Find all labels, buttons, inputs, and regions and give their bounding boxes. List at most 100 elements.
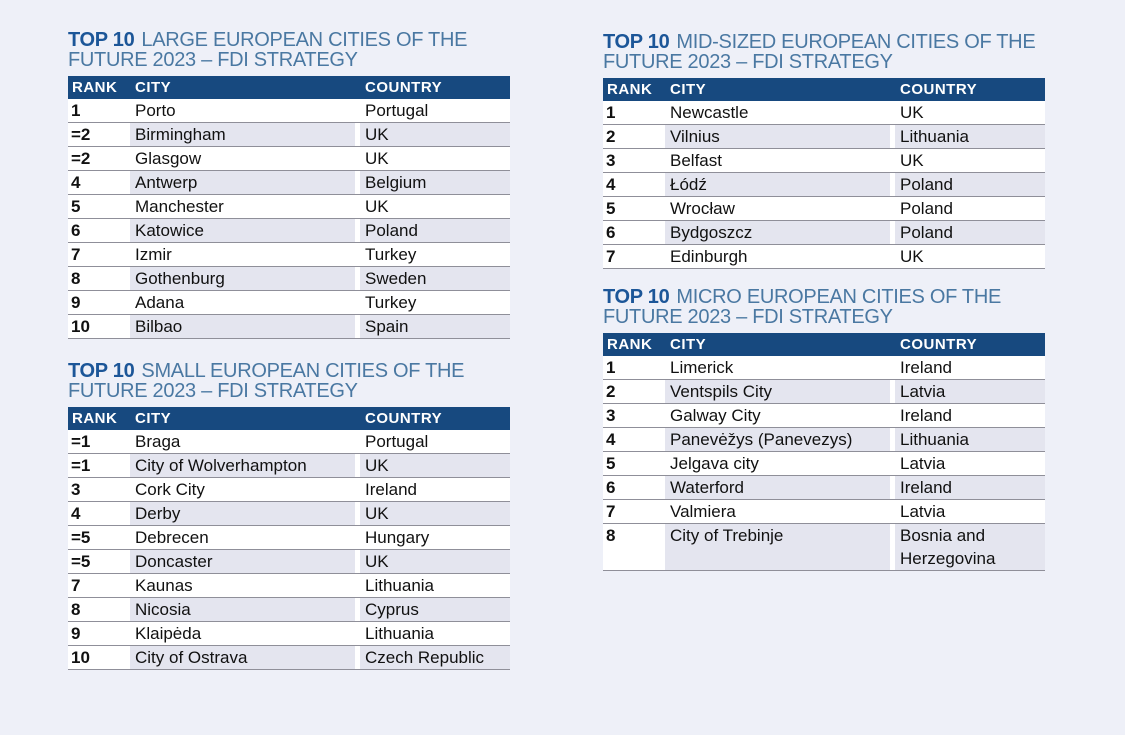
table-row: 1 Porto Portugal [68, 99, 510, 123]
rank-cell: 10 [68, 315, 125, 338]
table-row: 3 Cork City Ireland [68, 478, 510, 502]
table-row: =2 Glasgow UK [68, 147, 510, 171]
table-row: =1 City of Wolverhampton UK [68, 454, 510, 478]
rank-cell: 4 [603, 173, 660, 196]
table-title-text: LARGE EUROPEAN CITIES OF THE FUTURE 2023… [68, 29, 468, 71]
table-title-small-cities: TOP 10 SMALL EUROPEAN CITIES OF THE FUTUR… [68, 361, 510, 401]
table-row: 7 Edinburgh UK [603, 245, 1045, 269]
column-header-rank: RANK [607, 81, 653, 98]
rank-cell: 3 [603, 149, 660, 172]
city-cell: Bydgoszcz [665, 221, 890, 244]
left-column: TOP 10 LARGE EUROPEAN CITIES OF THE FUTUR… [68, 30, 510, 670]
country-cell: Portugal [365, 432, 429, 451]
country-cell: UK [360, 550, 510, 573]
rank-cell: 6 [603, 221, 660, 244]
country-cell: Ireland [900, 406, 952, 425]
city-cell: Wrocław [670, 199, 735, 218]
country-cell: UK [360, 502, 510, 525]
city-cell: Jelgava city [670, 454, 759, 473]
table-row: =5 Doncaster UK [68, 550, 510, 574]
country-cell: Poland [900, 199, 953, 218]
rank-cell: 8 [68, 267, 125, 290]
table-title-accent: TOP 10 [68, 360, 135, 382]
rank-cell: 1 [603, 356, 660, 379]
rank-cell: =5 [68, 550, 125, 573]
table-header-row: RANK CITY COUNTRY [603, 78, 1045, 101]
city-cell: Belfast [670, 151, 722, 170]
rank-cell: 10 [68, 646, 125, 669]
table-row: 7 Kaunas Lithuania [68, 574, 510, 598]
table-row: 4 Łódź Poland [603, 173, 1045, 197]
city-cell: Manchester [135, 197, 224, 216]
rank-cell: 4 [603, 428, 660, 451]
country-cell: Lithuania [895, 428, 1045, 451]
table-title-accent: TOP 10 [603, 31, 670, 53]
country-cell: Ireland [900, 358, 952, 377]
city-cell: Birmingham [130, 123, 355, 146]
country-cell: Lithuania [895, 125, 1045, 148]
country-cell: UK [900, 151, 924, 170]
table-row: 7 Izmir Turkey [68, 243, 510, 267]
table-title-accent: TOP 10 [603, 286, 670, 308]
city-cell: Klaipėda [135, 624, 202, 643]
column-header-country: COUNTRY [365, 79, 443, 96]
column-header-country: COUNTRY [900, 336, 978, 353]
column-header-country: COUNTRY [900, 81, 978, 98]
city-cell: Braga [135, 432, 181, 451]
city-cell: Valmiera [670, 502, 736, 521]
country-cell: UK [360, 123, 510, 146]
table-row: 4 Derby UK [68, 502, 510, 526]
table-row: 4 Antwerp Belgium [68, 171, 510, 195]
table-title-large-cities: TOP 10 LARGE EUROPEAN CITIES OF THE FUTUR… [68, 30, 510, 70]
rank-cell: 8 [68, 598, 125, 621]
rank-cell: 7 [603, 500, 660, 523]
city-cell: Porto [135, 101, 176, 120]
city-cell: Limerick [670, 358, 734, 377]
rank-cell: 5 [603, 452, 660, 475]
column-header-country: COUNTRY [365, 410, 443, 427]
country-cell: UK [365, 197, 389, 216]
rank-cell: 2 [603, 380, 660, 403]
country-cell: Cyprus [360, 598, 510, 621]
city-cell: City of Trebinje [665, 524, 890, 570]
country-cell: Portugal [365, 101, 429, 120]
table-row: =1 Braga Portugal [68, 430, 510, 454]
country-cell: Spain [360, 315, 510, 338]
column-header-city: CITY [135, 79, 172, 96]
table-title-micro-cities: TOP 10 MICRO EUROPEAN CITIES OF THE FUTUR… [603, 287, 1045, 327]
column-header-rank: RANK [72, 79, 118, 96]
table-section-large-cities: TOP 10 LARGE EUROPEAN CITIES OF THE FUTUR… [68, 30, 510, 339]
table-row: 2 Vilnius Lithuania [603, 125, 1045, 149]
ranking-table-micro-cities: RANK CITY COUNTRY 1 Limerick Ireland 2 Ventspil… [603, 333, 1045, 571]
rank-cell: =5 [68, 526, 125, 549]
city-cell: Edinburgh [670, 247, 748, 266]
ranking-table-mid-sized-cities: RANK CITY COUNTRY 1 Newcastle UK 2 Vilnius Lithu… [603, 78, 1045, 269]
city-cell: Katowice [130, 219, 355, 242]
rank-cell: 5 [68, 195, 125, 218]
table-title-text: MID-SIZED EUROPEAN CITIES OF THE FUTURE … [603, 31, 1036, 73]
table-row: 8 City of Trebinje Bosnia and Herzegovina [603, 524, 1045, 571]
country-cell: Ireland [895, 476, 1045, 499]
rank-cell: 1 [68, 99, 125, 122]
column-header-city: CITY [670, 336, 707, 353]
table-row: 3 Galway City Ireland [603, 404, 1045, 428]
table-header-row: RANK CITY COUNTRY [68, 76, 510, 99]
table-row: =2 Birmingham UK [68, 123, 510, 147]
rank-cell: 6 [68, 219, 125, 242]
table-section-small-cities: TOP 10 SMALL EUROPEAN CITIES OF THE FUTUR… [68, 361, 510, 670]
table-row: 6 Bydgoszcz Poland [603, 221, 1045, 245]
table-header-row: RANK CITY COUNTRY [603, 333, 1045, 356]
rank-cell: =1 [68, 430, 125, 453]
country-cell: Latvia [895, 380, 1045, 403]
rank-cell: 5 [603, 197, 660, 220]
rank-cell: 1 [603, 101, 660, 124]
country-cell: Poland [895, 221, 1045, 244]
rank-cell: 8 [603, 524, 660, 570]
city-cell: City of Ostrava [130, 646, 355, 669]
table-row: 10 Bilbao Spain [68, 315, 510, 339]
country-cell: Ireland [365, 480, 417, 499]
city-cell: Gothenburg [130, 267, 355, 290]
rank-cell: 9 [68, 291, 125, 314]
country-cell: Poland [360, 219, 510, 242]
